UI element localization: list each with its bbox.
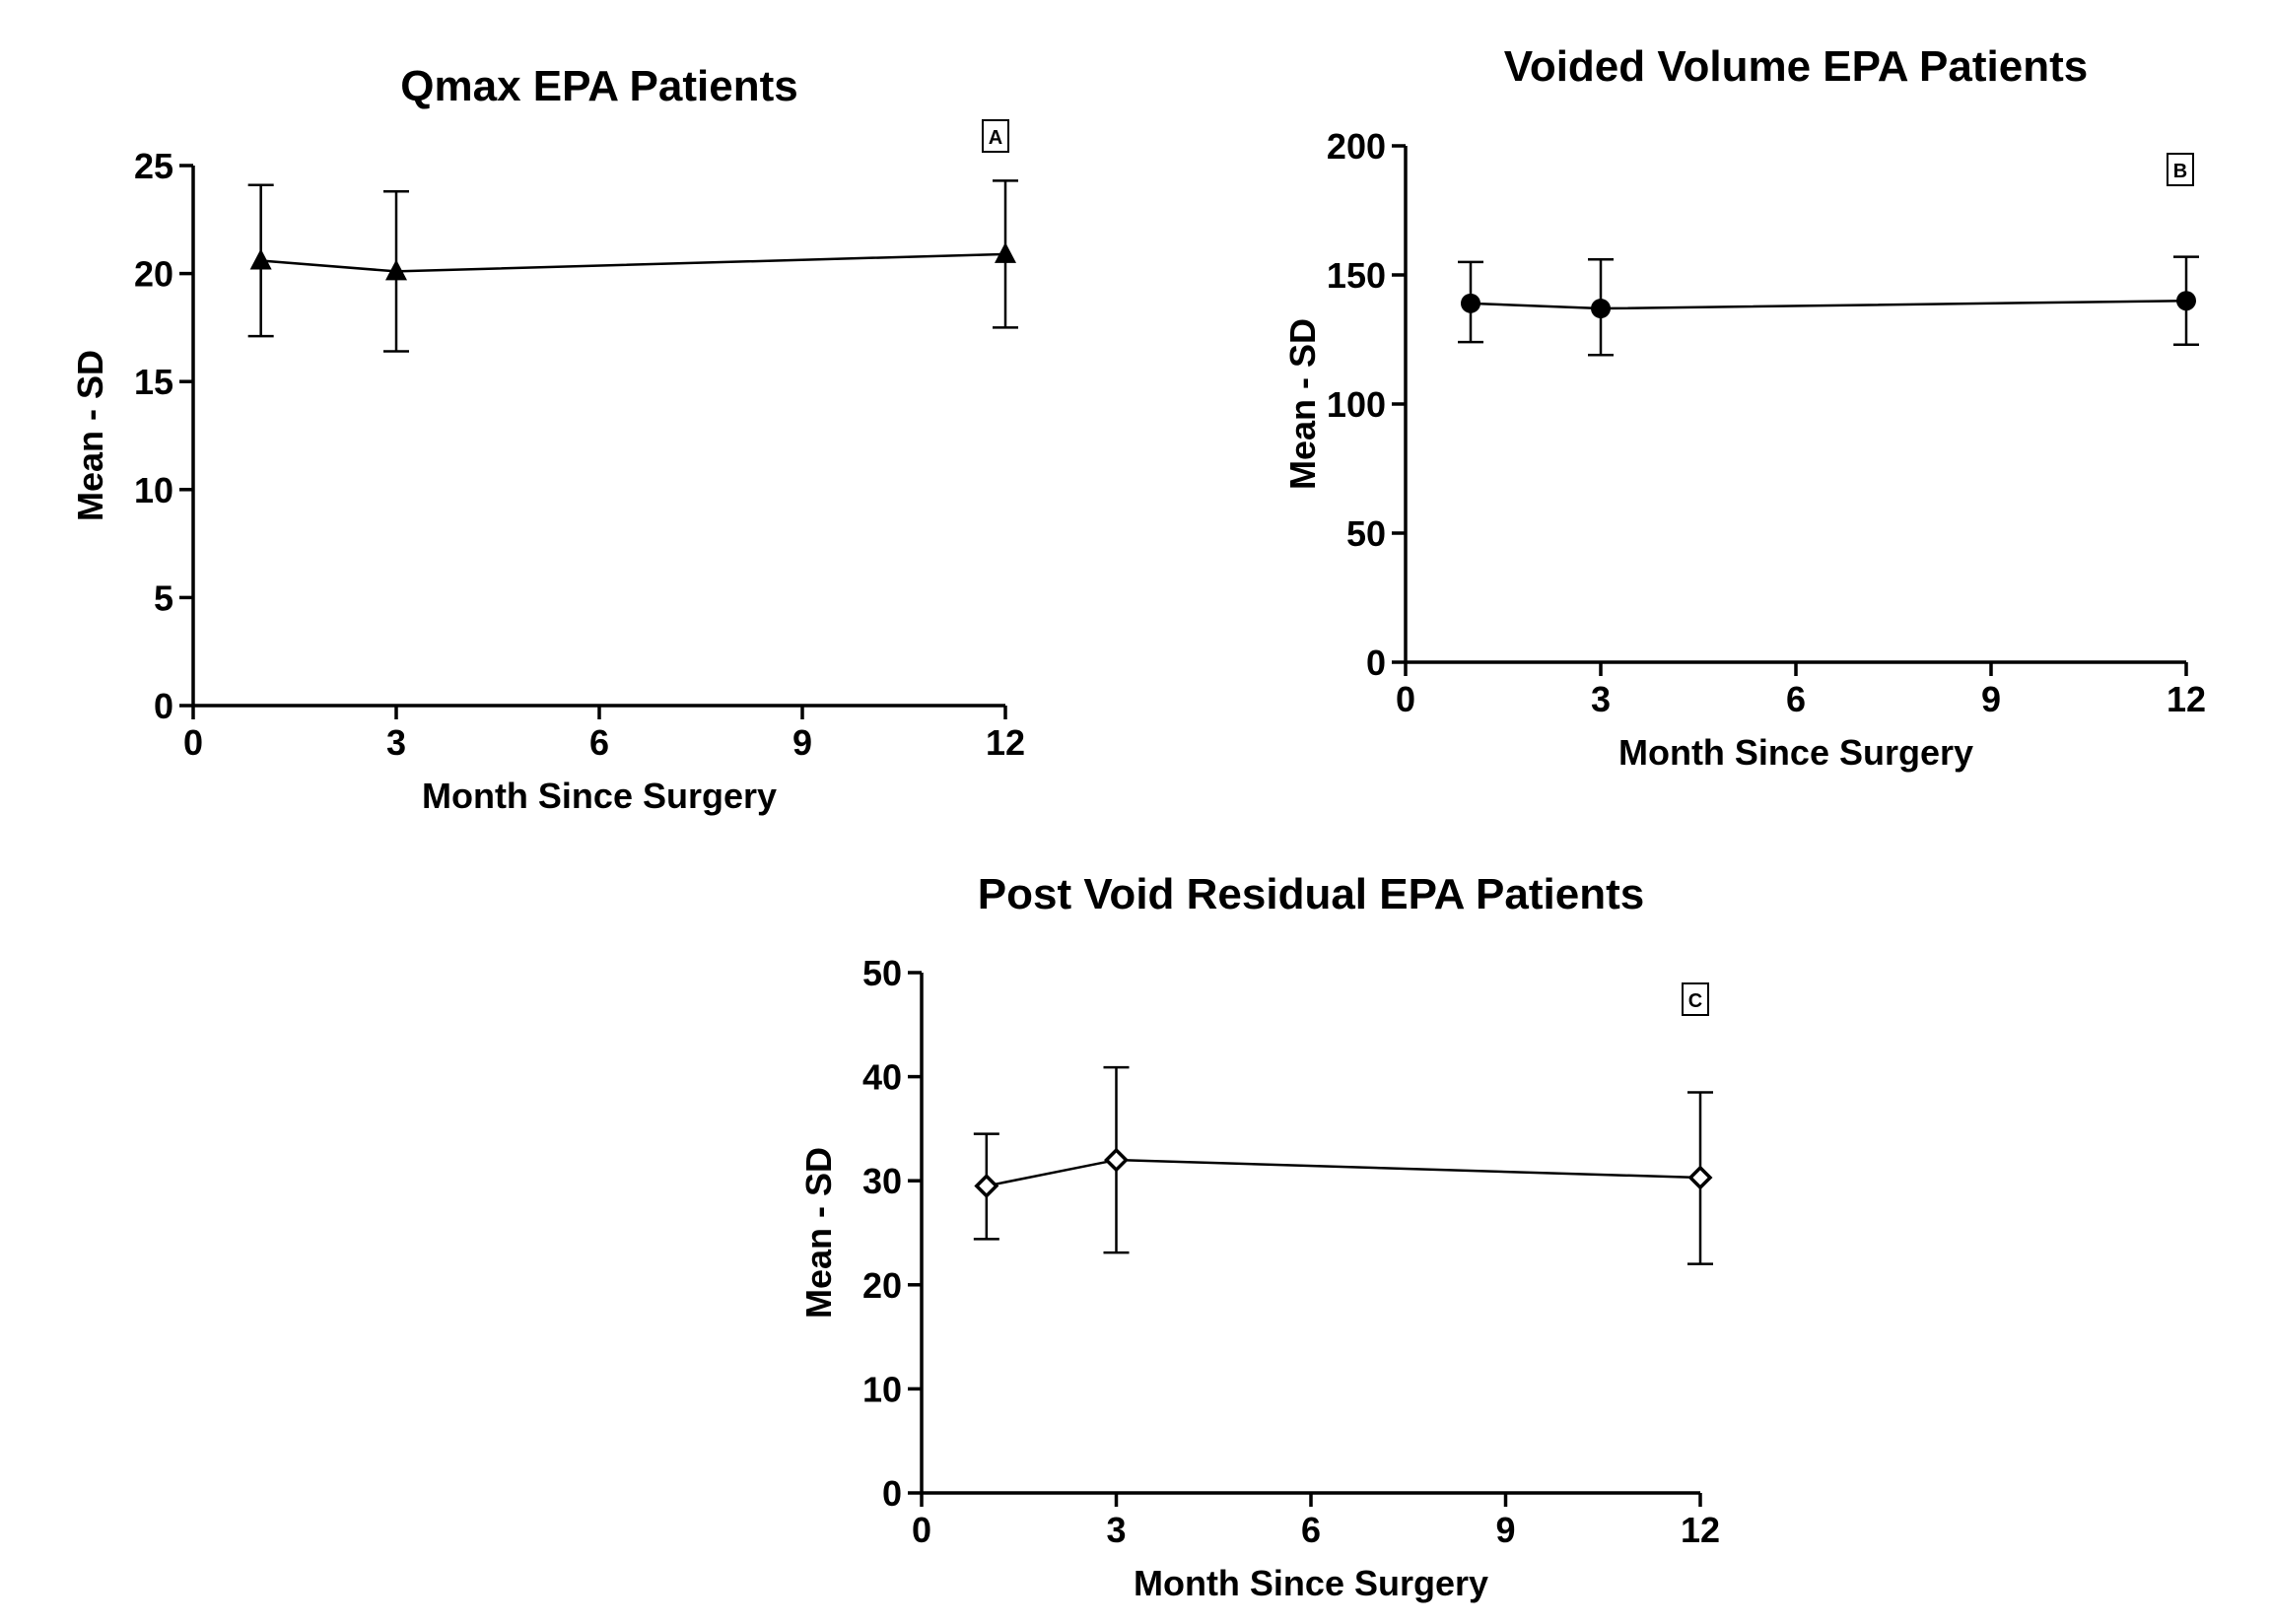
- chart-panel-b: Voided Volume EPA Patients B 0 50 100 150 200 0…: [1282, 42, 2206, 773]
- data-point-circle: [1591, 299, 1611, 319]
- chart-title: Voided Volume EPA Patients: [1504, 42, 2088, 91]
- x-tick-label: 12: [2167, 679, 2206, 719]
- chart-panel-a: Qmax EPA Patients A 0 5 10 15 20 25 0 3 6 9 12 Month …: [70, 62, 1025, 816]
- data-point-diamond: [1687, 1165, 1713, 1190]
- data-point-diamond: [1104, 1147, 1129, 1173]
- y-tick-label: 25: [134, 146, 173, 186]
- data-point-circle: [1461, 293, 1480, 313]
- y-tick-label: 200: [1327, 126, 1386, 167]
- y-axis-label: Mean - SD: [1282, 318, 1323, 490]
- x-tick-label: 3: [386, 722, 406, 763]
- y-tick-label: 10: [134, 470, 173, 510]
- y-tick-label: 0: [882, 1473, 902, 1514]
- y-tick-label: 0: [154, 686, 173, 726]
- x-tick-label: 6: [589, 722, 609, 763]
- chart-panel-c: Post Void Residual EPA PatientsC01020304…: [798, 870, 1720, 1603]
- y-axis-label: Mean - SD: [798, 1147, 839, 1319]
- panel-label: C: [1688, 990, 1702, 1012]
- x-tick-label: 0: [912, 1510, 931, 1550]
- panel-label-box: [1682, 982, 1709, 1016]
- chart-title: Post Void Residual EPA Patients: [978, 870, 1644, 918]
- y-tick-label: 20: [862, 1265, 902, 1306]
- series-line: [1470, 299, 2187, 310]
- panel-label-box: [982, 119, 1009, 153]
- data-point-diamond: [974, 1174, 999, 1198]
- x-tick-label: 9: [792, 722, 812, 763]
- x-axis-label: Month Since Surgery: [422, 776, 777, 816]
- data-point-triangle: [385, 259, 407, 281]
- data-point-triangle: [995, 241, 1016, 263]
- x-tick-label: 0: [183, 722, 203, 763]
- x-tick-label: 3: [1106, 1510, 1126, 1550]
- y-tick-label: 40: [862, 1057, 902, 1098]
- x-tick-label: 3: [1591, 679, 1611, 719]
- x-tick-label: 6: [1786, 679, 1806, 719]
- y-tick-label: 30: [862, 1161, 902, 1201]
- panel-label-box: [2167, 153, 2194, 186]
- y-tick-label: 150: [1327, 255, 1386, 296]
- y-tick-label: 50: [862, 953, 902, 993]
- x-tick-label: 9: [1495, 1510, 1515, 1550]
- y-axis-label: Mean - SD: [70, 350, 110, 521]
- y-tick-label: 5: [154, 577, 173, 618]
- y-tick-label: 10: [862, 1369, 902, 1409]
- data-point-triangle: [249, 248, 272, 270]
- panel-label: B: [2173, 161, 2187, 182]
- x-tick-label: 9: [1981, 679, 2001, 719]
- data-point-circle: [2176, 291, 2196, 311]
- series-line: [986, 1158, 1701, 1187]
- panel-label: A: [989, 127, 1002, 149]
- chart-title: Qmax EPA Patients: [400, 62, 797, 110]
- y-tick-label: 0: [1366, 643, 1386, 683]
- y-tick-label: 20: [134, 254, 173, 295]
- x-tick-label: 12: [1681, 1510, 1720, 1550]
- x-axis-label: Month Since Surgery: [1618, 732, 1973, 773]
- y-tick-label: 50: [1346, 513, 1386, 554]
- y-tick-label: 100: [1327, 384, 1386, 425]
- series-line: [260, 252, 1006, 273]
- x-tick-label: 0: [1396, 679, 1415, 719]
- x-axis-label: Month Since Surgery: [1134, 1563, 1488, 1603]
- x-tick-label: 6: [1301, 1510, 1321, 1550]
- y-tick-label: 15: [134, 362, 173, 402]
- x-tick-label: 12: [986, 722, 1025, 763]
